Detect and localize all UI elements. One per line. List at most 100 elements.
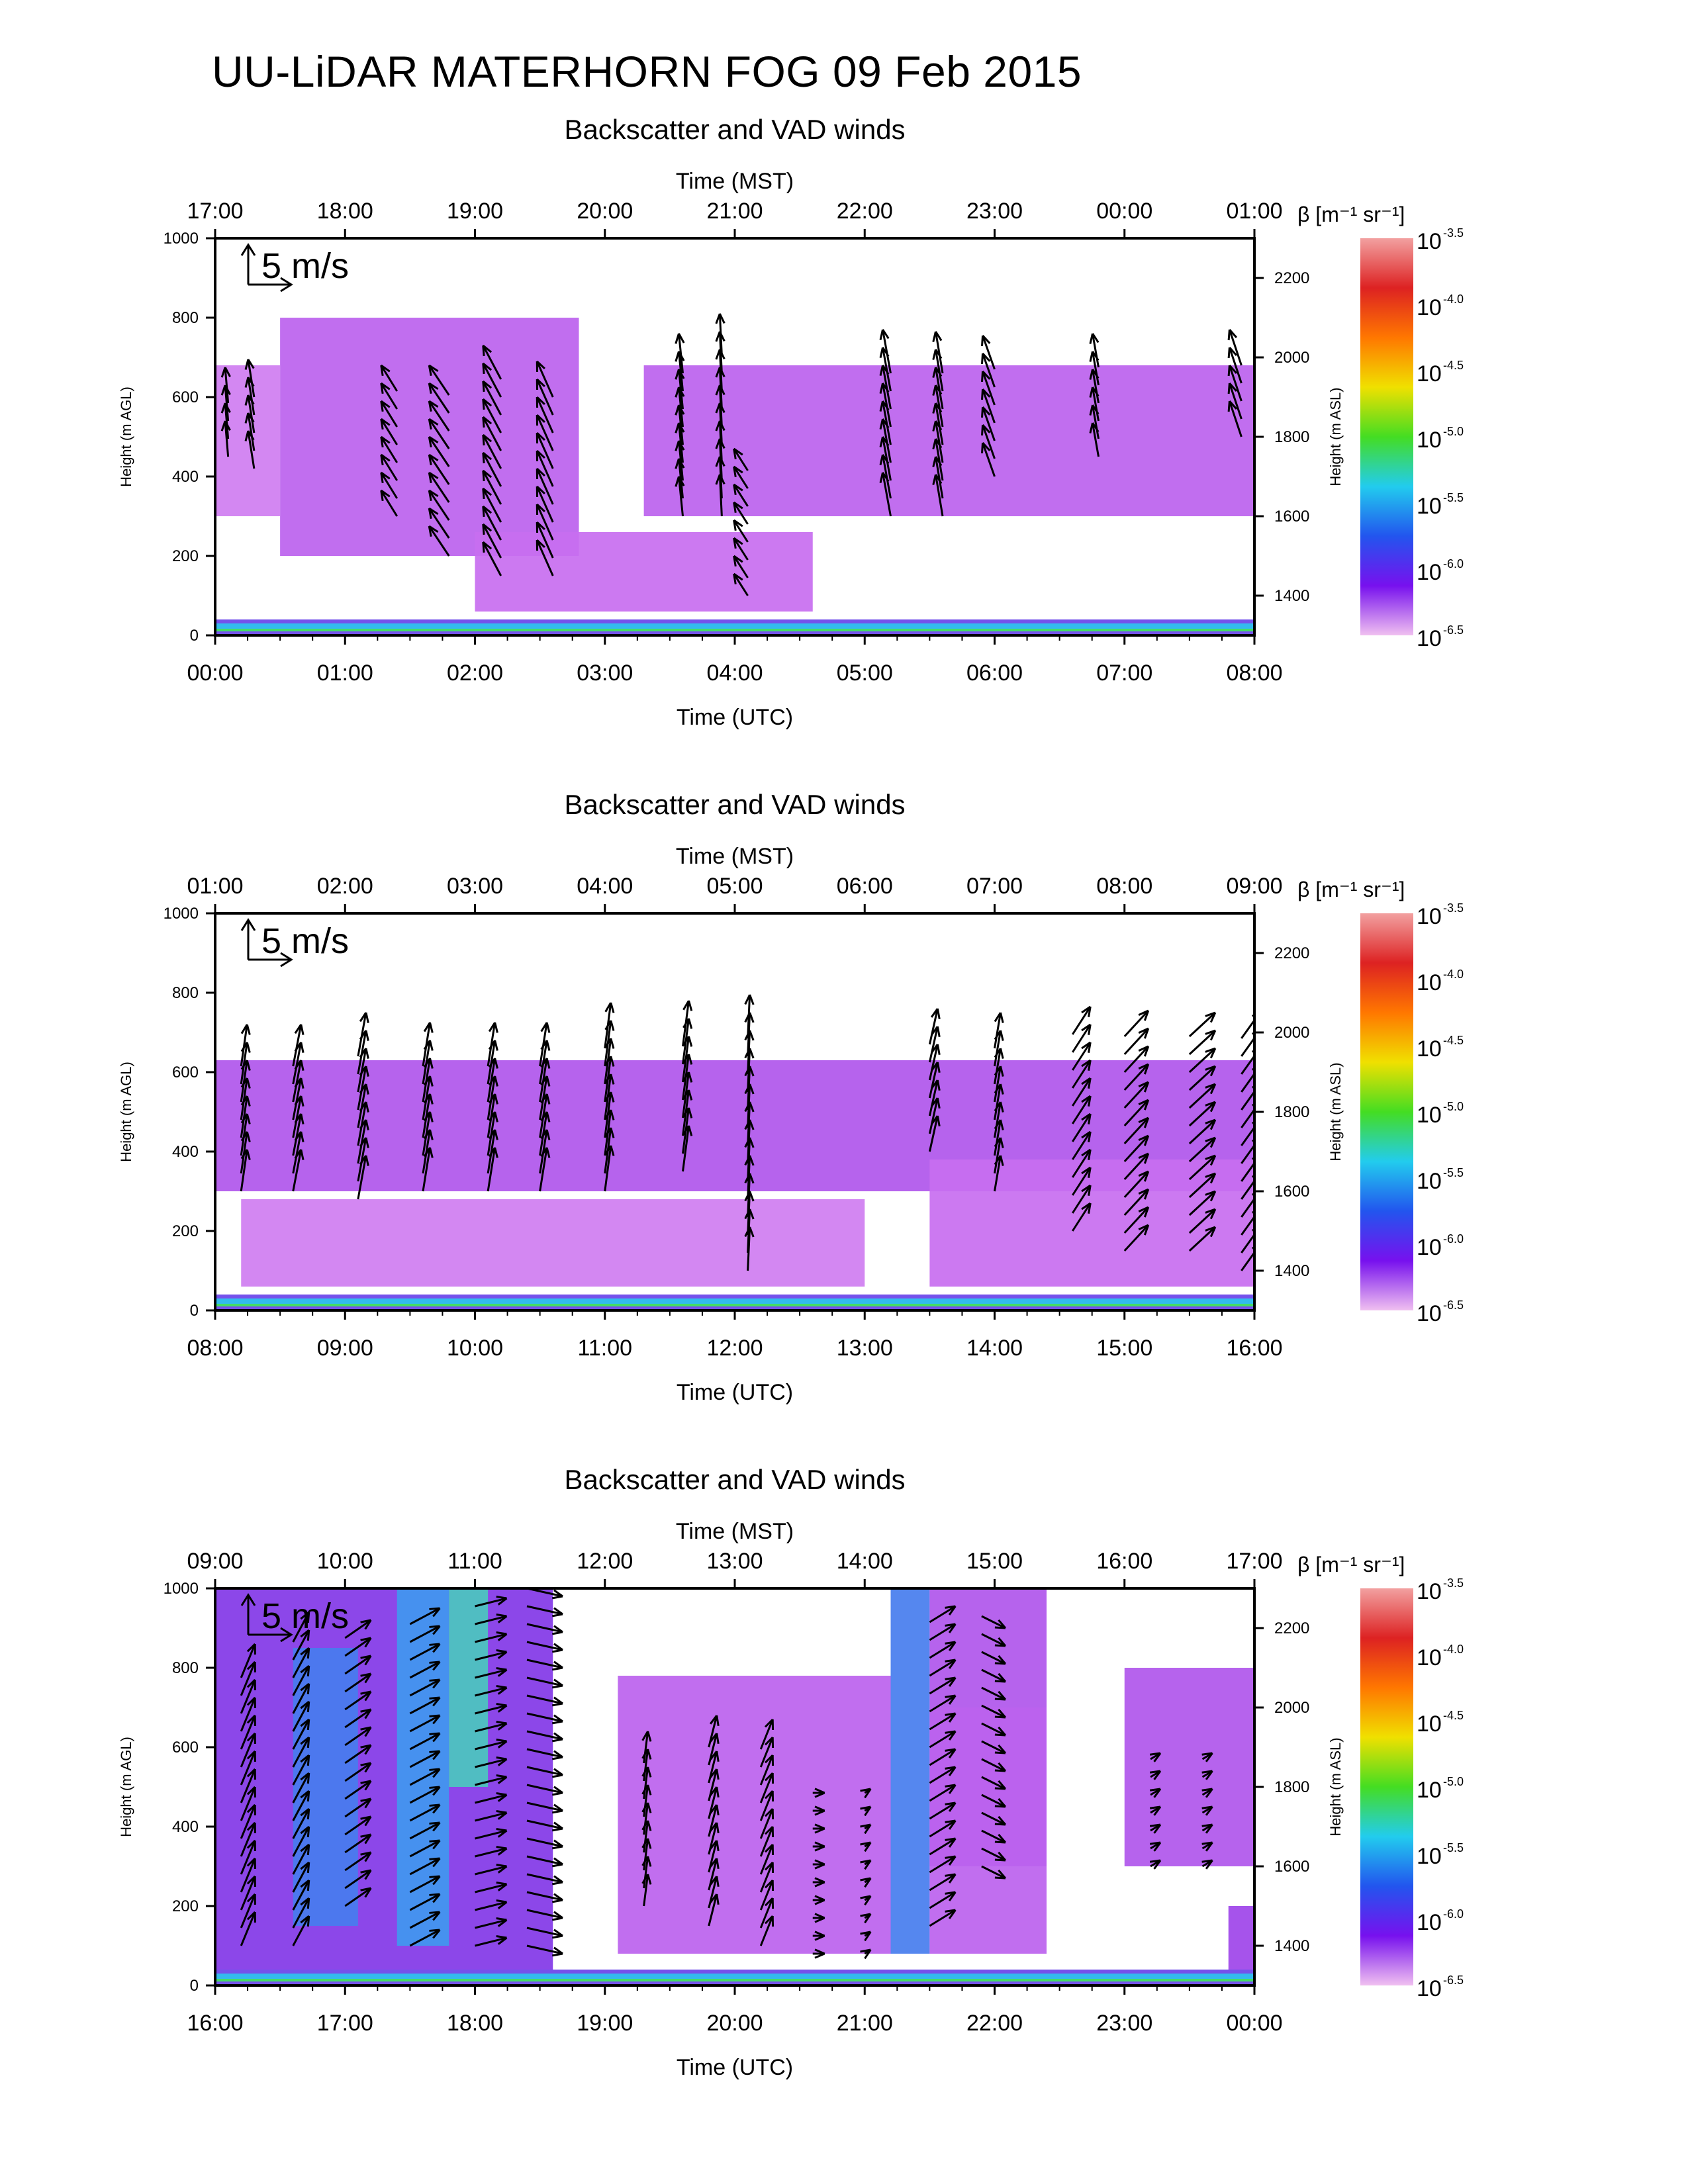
x-tick-label-top: 17:00 [187,199,243,224]
wind-arrow [1188,1172,1216,1199]
wind-arrow-head [981,334,991,347]
wind-arrow [475,1686,507,1697]
wind-arrow-head [496,1579,507,1587]
wind-arrow-head [536,360,545,373]
wind-arrow [935,402,944,445]
wind-arrow-head [551,1821,563,1832]
wind-arrow [240,1024,248,1067]
wind-arrow [475,1794,507,1804]
wind-arrow [475,1758,507,1768]
wind-arrow [935,456,944,499]
x-tick-label-top: 23:00 [966,199,1023,224]
wind-arrow [1241,1018,1254,1039]
wind-arrow-head [429,1696,441,1707]
wind-arrow [539,1058,548,1103]
wind-arrow [929,1676,957,1695]
wind-arrow [240,1768,256,1803]
wind-arrow [240,1131,248,1174]
x-tick-label-bottom: 19:00 [577,2011,633,2036]
wind-arrow-head [429,1607,441,1617]
colorbar-tick-base: 10 [1417,626,1442,651]
wind-arrow-head [429,1678,441,1689]
wind-arrow [981,1704,1006,1719]
wind-arrow-head [380,364,391,377]
wind-arrow [292,1683,310,1714]
wind-arrow [357,1119,367,1164]
vad-wind-arrows [220,313,1243,596]
wind-arrow [428,525,450,557]
wind-arrow-head [551,1589,563,1600]
wind-arrow [1188,1136,1216,1163]
wind-arrow-head [764,1772,774,1784]
y-tick-label-left: 200 [172,547,199,565]
wind-arrow-head [1149,1770,1162,1780]
wind-arrow-head [300,1611,310,1623]
wind-arrow-head [428,453,439,465]
wind-arrow [733,502,749,525]
wind-arrow-head [551,1857,563,1868]
wind-arrow [487,1093,496,1138]
wind-arrow [526,1605,563,1615]
wind-arrow-head [1081,1113,1092,1125]
wind-arrow [526,1801,563,1812]
wind-arrow [344,1887,372,1907]
wind-arrow [240,1697,256,1732]
wind-arrow-head [246,1661,256,1673]
wind-arrow [604,1073,612,1120]
wind-arrow [539,1111,548,1156]
wind-arrow [1188,1101,1216,1127]
wind-arrow-head [496,1685,508,1695]
wind-arrow [422,1075,431,1120]
wind-arrow-head [300,1843,310,1856]
wind-arrow [678,458,684,499]
wind-arrow-head [1138,1152,1150,1164]
x-tick-label-bottom: 17:00 [317,2011,373,2036]
wind-arrow-head [551,1839,563,1850]
x-tick-label-top: 09:00 [1226,874,1282,899]
wind-arrow [536,468,554,505]
wind-arrow [292,1754,310,1786]
wind-arrow [526,1927,563,1937]
wind-arrow [981,1829,1006,1844]
wind-arrow [1123,1009,1149,1038]
scale-arrowhead-vertical [240,243,256,256]
wind-arrow [344,1708,372,1729]
wind-arrow-head [1205,1154,1217,1166]
wind-arrow [240,1751,256,1786]
wind-arrow-head [300,1790,310,1802]
wind-arrow [1228,400,1243,437]
wind-arrow [981,1811,1006,1826]
wind-arrow-head [733,537,743,549]
wind-arrow [982,424,996,459]
colorbar-tick-base: 10 [1417,1103,1442,1128]
wind-arrow [482,541,502,576]
wind-arrow-head [764,1807,774,1820]
y-label-left: Height (m AGL) [118,387,134,487]
wind-arrow-head [551,1929,563,1939]
wind-arrow [292,1131,303,1174]
wind-arrow [928,1079,939,1116]
wind-arrow [409,1839,441,1858]
wind-scale-label: 5 m/s [261,1596,349,1636]
y-tick-label-right: 2000 [1274,1024,1309,1042]
wind-arrow-head [246,1839,256,1852]
wind-arrow [929,1659,957,1677]
wind-arrow-head [360,1619,372,1630]
wind-arrow [380,418,399,445]
wind-arrow-head [482,523,492,535]
wind-arrow-head [360,1869,372,1880]
wind-arrow [357,1066,367,1111]
wind-arrow-head [488,1022,498,1033]
wind-arrow-head [551,1946,563,1957]
wind-arrow [240,1715,256,1750]
colorbar-tick-exponent: -5.5 [1443,1841,1464,1854]
wind-arrow [882,383,892,428]
wind-arrow [409,1661,441,1679]
colorbar-tick-base: 10 [1417,1844,1442,1869]
wind-arrow [982,371,996,406]
backscatter-region [618,1676,891,1954]
wind-arrow-head [300,1825,310,1838]
wind-arrow-head [1205,1047,1217,1059]
x-tick-label-top: 07:00 [966,874,1023,899]
wind-arrow-head [429,1732,441,1743]
